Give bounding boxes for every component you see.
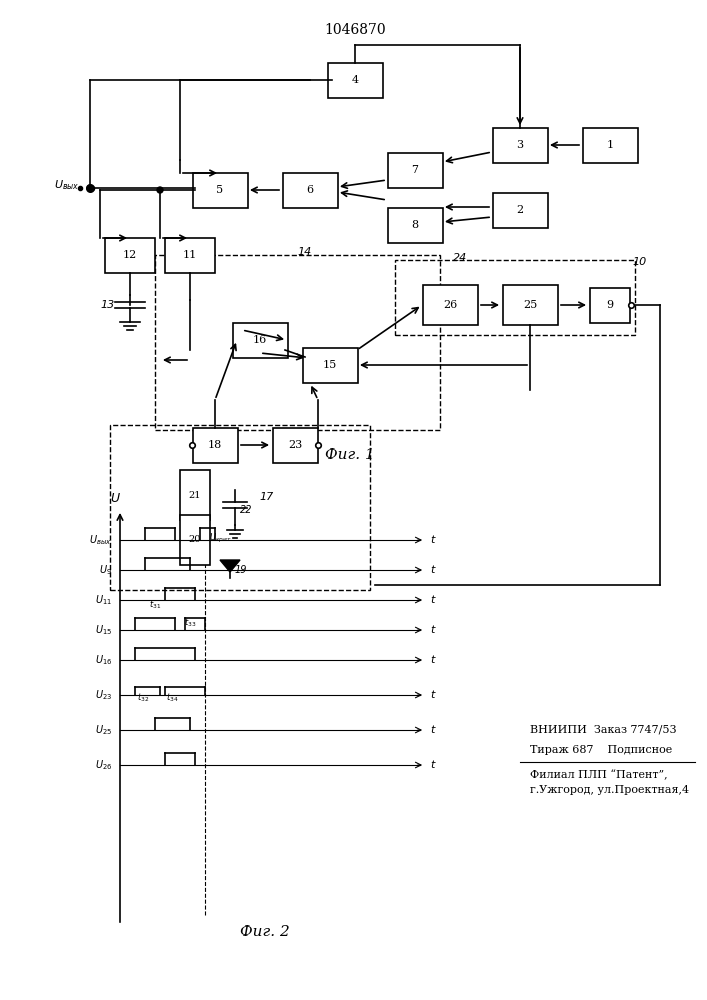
Bar: [180, 470, 210, 520]
Text: Фиг. 1: Фиг. 1: [325, 448, 375, 462]
Bar: [493, 127, 547, 162]
Bar: [583, 127, 638, 162]
Bar: [303, 348, 358, 382]
Text: 10: 10: [633, 257, 647, 267]
Text: 7: 7: [411, 165, 419, 175]
Bar: [387, 208, 443, 242]
Text: $U_{вых.}$: $U_{вых.}$: [54, 178, 81, 192]
Text: 1046870: 1046870: [325, 23, 386, 37]
Bar: [165, 237, 215, 272]
Bar: [423, 285, 477, 325]
Text: 16: 16: [253, 335, 267, 345]
Text: t: t: [430, 760, 434, 770]
Text: 19: 19: [235, 565, 247, 575]
Polygon shape: [220, 560, 240, 572]
Text: 20: 20: [189, 536, 201, 544]
Text: $U_{11}$: $U_{11}$: [95, 593, 112, 607]
Text: t: t: [430, 725, 434, 735]
Bar: [503, 285, 558, 325]
Text: 1: 1: [607, 140, 614, 150]
Text: $t_{33}$: $t_{33}$: [184, 617, 196, 629]
Text: $U_9$: $U_9$: [99, 563, 112, 577]
Text: 3: 3: [516, 140, 524, 150]
Bar: [180, 515, 210, 565]
Text: 6: 6: [306, 185, 314, 195]
Text: $t_{32}$: $t_{32}$: [137, 692, 149, 704]
Text: $U_{25}$: $U_{25}$: [95, 723, 112, 737]
Circle shape: [87, 185, 93, 191]
Text: 5: 5: [216, 185, 223, 195]
Text: 2: 2: [516, 205, 524, 215]
Text: t: t: [430, 595, 434, 605]
Bar: [387, 152, 443, 188]
Text: 11: 11: [183, 250, 197, 260]
Text: Филиал ПЛП “Патент”,: Филиал ПЛП “Патент”,: [530, 770, 667, 780]
Text: 23: 23: [288, 440, 302, 450]
Bar: [283, 172, 337, 208]
Text: 21: 21: [189, 490, 201, 499]
Text: 26: 26: [443, 300, 457, 310]
Text: 4: 4: [351, 75, 358, 85]
Text: U: U: [110, 492, 119, 505]
Text: $U_{вых}$: $U_{вых}$: [89, 533, 112, 547]
Bar: [192, 428, 238, 462]
Text: 14: 14: [298, 247, 312, 257]
Text: г.Ужгород, ул.Проектная,4: г.Ужгород, ул.Проектная,4: [530, 785, 689, 795]
Text: $U_{23}$: $U_{23}$: [95, 688, 112, 702]
Text: 22: 22: [240, 505, 252, 515]
Bar: [155, 255, 440, 430]
Text: 15: 15: [323, 360, 337, 370]
Bar: [110, 425, 370, 590]
Text: Тираж 687    Подписное: Тираж 687 Подписное: [530, 745, 672, 755]
Text: 8: 8: [411, 220, 419, 230]
Text: 13: 13: [101, 300, 115, 310]
Bar: [327, 62, 382, 98]
Text: 18: 18: [208, 440, 222, 450]
Text: $t_{31}$: $t_{31}$: [149, 599, 161, 611]
Text: $U_{крит}$: $U_{крит}$: [209, 531, 231, 545]
Text: 9: 9: [607, 300, 614, 310]
Bar: [192, 172, 247, 208]
Text: ВНИИПИ  Заказ 7747/53: ВНИИПИ Заказ 7747/53: [530, 725, 677, 735]
Text: t: t: [430, 565, 434, 575]
Text: 12: 12: [123, 250, 137, 260]
Text: $U_{26}$: $U_{26}$: [95, 758, 112, 772]
Text: $U_{16}$: $U_{16}$: [95, 653, 112, 667]
Text: 25: 25: [523, 300, 537, 310]
Text: $U_{15}$: $U_{15}$: [95, 623, 112, 637]
Bar: [272, 428, 317, 462]
Text: 17: 17: [260, 492, 274, 502]
Text: Фиг. 2: Фиг. 2: [240, 925, 290, 939]
Text: t: t: [430, 535, 434, 545]
Bar: [395, 260, 635, 335]
Bar: [590, 288, 630, 322]
Text: t: t: [430, 690, 434, 700]
Bar: [105, 237, 155, 272]
Bar: [233, 322, 288, 358]
Circle shape: [157, 187, 163, 193]
Text: t: t: [430, 625, 434, 635]
Bar: [493, 192, 547, 228]
Text: $t_{34}$: $t_{34}$: [165, 692, 178, 704]
Text: 24: 24: [453, 253, 467, 263]
Text: t: t: [430, 655, 434, 665]
